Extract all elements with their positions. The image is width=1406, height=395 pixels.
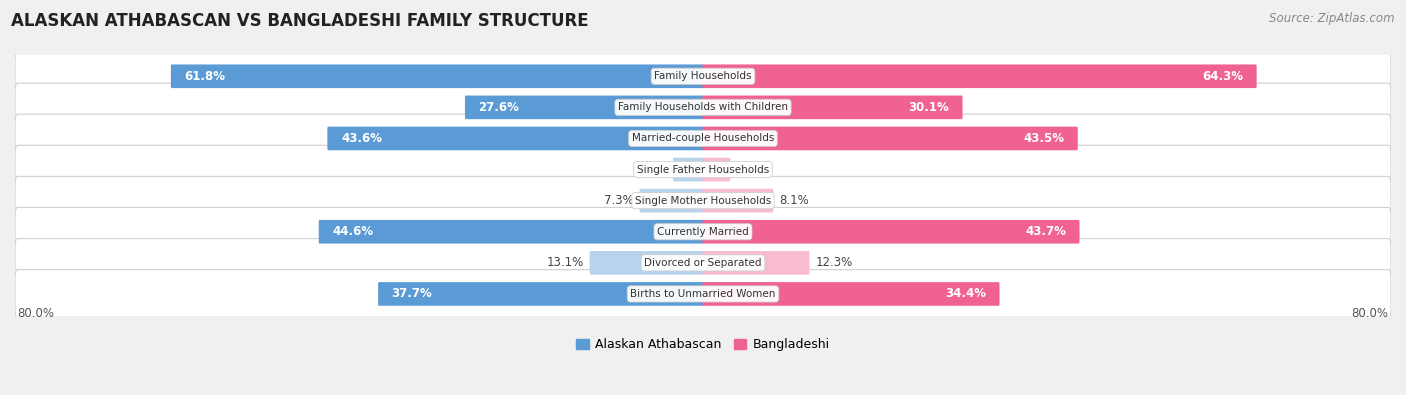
Text: 13.1%: 13.1% — [546, 256, 583, 269]
Text: 43.5%: 43.5% — [1024, 132, 1064, 145]
FancyBboxPatch shape — [172, 64, 703, 88]
Text: 43.7%: 43.7% — [1025, 225, 1066, 238]
FancyBboxPatch shape — [15, 114, 1391, 163]
FancyBboxPatch shape — [703, 220, 1080, 244]
Text: 7.3%: 7.3% — [603, 194, 633, 207]
FancyBboxPatch shape — [15, 270, 1391, 318]
Text: Currently Married: Currently Married — [657, 227, 749, 237]
Text: 37.7%: 37.7% — [392, 288, 433, 301]
FancyBboxPatch shape — [703, 282, 1000, 306]
Text: 8.1%: 8.1% — [779, 194, 810, 207]
Text: 80.0%: 80.0% — [1351, 307, 1388, 320]
Legend: Alaskan Athabascan, Bangladeshi: Alaskan Athabascan, Bangladeshi — [571, 333, 835, 356]
Text: Births to Unmarried Women: Births to Unmarried Women — [630, 289, 776, 299]
FancyBboxPatch shape — [15, 145, 1391, 194]
FancyBboxPatch shape — [703, 251, 810, 275]
FancyBboxPatch shape — [703, 96, 963, 119]
FancyBboxPatch shape — [703, 189, 773, 213]
FancyBboxPatch shape — [15, 239, 1391, 287]
FancyBboxPatch shape — [15, 52, 1391, 100]
FancyBboxPatch shape — [589, 251, 703, 275]
Text: Family Households: Family Households — [654, 71, 752, 81]
FancyBboxPatch shape — [15, 207, 1391, 256]
FancyBboxPatch shape — [378, 282, 703, 306]
FancyBboxPatch shape — [465, 96, 703, 119]
Text: Single Mother Households: Single Mother Households — [636, 196, 770, 206]
Text: 44.6%: 44.6% — [332, 225, 374, 238]
FancyBboxPatch shape — [15, 177, 1391, 225]
FancyBboxPatch shape — [640, 189, 703, 213]
Text: 61.8%: 61.8% — [184, 70, 225, 83]
Text: 12.3%: 12.3% — [815, 256, 853, 269]
Text: 43.6%: 43.6% — [340, 132, 382, 145]
Text: 80.0%: 80.0% — [18, 307, 55, 320]
Text: Family Households with Children: Family Households with Children — [619, 102, 787, 112]
Text: 64.3%: 64.3% — [1202, 70, 1243, 83]
Text: 27.6%: 27.6% — [478, 101, 519, 114]
FancyBboxPatch shape — [703, 64, 1257, 88]
FancyBboxPatch shape — [703, 158, 730, 181]
FancyBboxPatch shape — [703, 127, 1078, 150]
Text: Divorced or Separated: Divorced or Separated — [644, 258, 762, 268]
FancyBboxPatch shape — [319, 220, 703, 244]
Text: ALASKAN ATHABASCAN VS BANGLADESHI FAMILY STRUCTURE: ALASKAN ATHABASCAN VS BANGLADESHI FAMILY… — [11, 12, 589, 30]
Text: 30.1%: 30.1% — [908, 101, 949, 114]
FancyBboxPatch shape — [15, 83, 1391, 132]
FancyBboxPatch shape — [328, 127, 703, 150]
FancyBboxPatch shape — [673, 158, 703, 181]
Text: 3.1%: 3.1% — [737, 163, 766, 176]
Text: 3.4%: 3.4% — [637, 163, 666, 176]
Text: Source: ZipAtlas.com: Source: ZipAtlas.com — [1270, 12, 1395, 25]
Text: Single Father Households: Single Father Households — [637, 165, 769, 175]
Text: 34.4%: 34.4% — [945, 288, 986, 301]
Text: Married-couple Households: Married-couple Households — [631, 134, 775, 143]
